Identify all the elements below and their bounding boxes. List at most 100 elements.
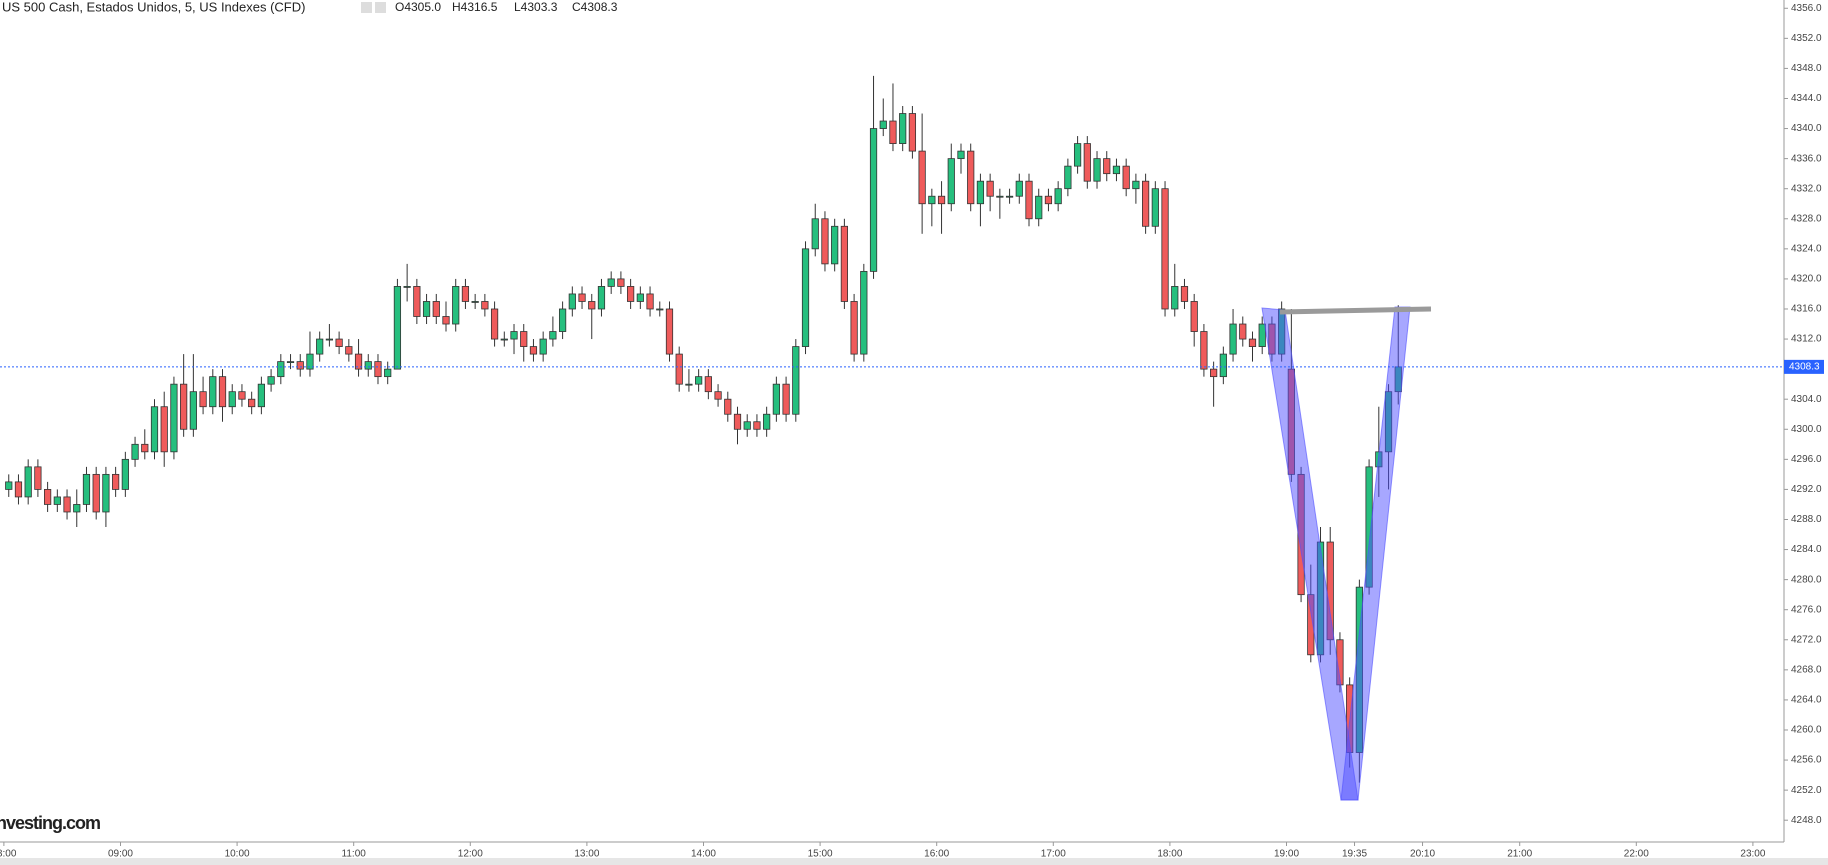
candle-body [306,353,314,370]
candle-body [724,398,732,415]
candle-body [5,481,13,490]
candle-body [743,421,751,430]
candle-body [384,368,392,378]
candle-body [1248,338,1257,347]
x-tick-label: 18:00 [1157,849,1182,860]
candle-body [1161,188,1169,310]
candle-body [1093,158,1101,182]
y-tick-label: 4264.0 [1791,695,1822,706]
candle-body [588,301,596,310]
candle-body [1171,286,1179,310]
candle-body [549,331,557,340]
candle-body [228,391,236,408]
ohlc-open: O4305.0 [395,0,441,14]
candle-body [947,158,955,205]
candle-body [500,338,508,341]
x-tick-label: 16:00 [924,849,949,860]
y-tick-label: 4288.0 [1791,514,1822,525]
candle-body [976,180,985,205]
candle-body [617,278,625,287]
candle-body [73,504,81,513]
candle-body [1054,188,1062,205]
candle-body [14,481,23,498]
candle-body [403,286,411,288]
candle-body [286,361,295,364]
candle-body [763,413,771,430]
candle-body [675,353,683,385]
candle-body [889,120,897,144]
candle-body [481,301,489,310]
candle-body [461,286,470,302]
candle-body [753,421,761,430]
x-tick-label: 19:35 [1342,849,1367,860]
ohlc-high: H4316.5 [452,0,498,14]
y-tick-label: 4252.0 [1791,785,1822,796]
candle-body [63,496,71,513]
candle-body [908,113,917,152]
candle-body [189,391,197,430]
y-tick-label: 4348.0 [1791,63,1822,74]
candle-body [665,308,674,355]
candle-body [860,270,868,355]
candle-body [82,473,91,505]
instrument-title: US 500 Cash, Estados Unidos, 5, US Index… [2,0,305,14]
y-tick-label: 4336.0 [1791,153,1822,164]
candle-body [811,218,819,250]
y-tick-label: 4356.0 [1791,3,1822,14]
candle-body [1112,165,1121,175]
candle-body [296,361,304,370]
candle-body [685,383,693,386]
candle-body [364,361,372,370]
candle-body [831,225,839,265]
candle-body [112,473,120,490]
candle-body [277,361,285,378]
candle-body [1219,353,1227,378]
candle-body [1103,158,1111,175]
candle-body [996,195,1004,198]
x-tick-label: 19:00 [1274,849,1299,860]
candle-body [1239,323,1247,340]
candle-body [1044,195,1053,205]
candle-body [1142,180,1150,227]
candle-body [539,338,547,355]
candle-body [1122,165,1130,190]
y-tick-label: 4248.0 [1791,815,1822,826]
y-tick-label: 4344.0 [1791,93,1822,104]
candle-body [646,293,654,310]
candle-body [44,489,52,505]
candle-body [432,301,440,317]
candle-body [840,225,848,302]
candle-body [24,466,32,498]
x-tick-label: 21:00 [1507,849,1532,860]
candle-body [986,180,994,197]
candle-body [102,473,110,513]
candle-body [782,383,790,415]
candle-body [821,218,829,265]
x-tick-label: 20:10 [1410,849,1435,860]
candle-body [92,473,100,513]
candle-body [1132,180,1140,190]
candle-body [869,128,878,272]
candle-body [209,376,217,408]
candle-body [267,376,275,385]
candle-body [141,443,149,453]
y-tick-label: 4292.0 [1791,484,1822,495]
x-tick-label: 15:00 [808,849,833,860]
x-tick-label: 17:00 [1041,849,1066,860]
last-price-box [1784,359,1824,374]
candle-body [899,113,907,144]
candle-body [967,150,975,205]
y-tick-label: 4280.0 [1791,574,1822,585]
candle-body [452,286,460,325]
candle-body [1190,301,1198,332]
candle-body [733,413,742,430]
candle-body [1015,180,1023,197]
candle-body [568,293,576,310]
candle-body [248,398,256,408]
y-tick-label: 4312.0 [1791,334,1822,345]
candle-body [529,346,538,355]
candle-body [354,353,363,370]
candle-body [607,278,615,287]
candle-body [121,458,129,490]
